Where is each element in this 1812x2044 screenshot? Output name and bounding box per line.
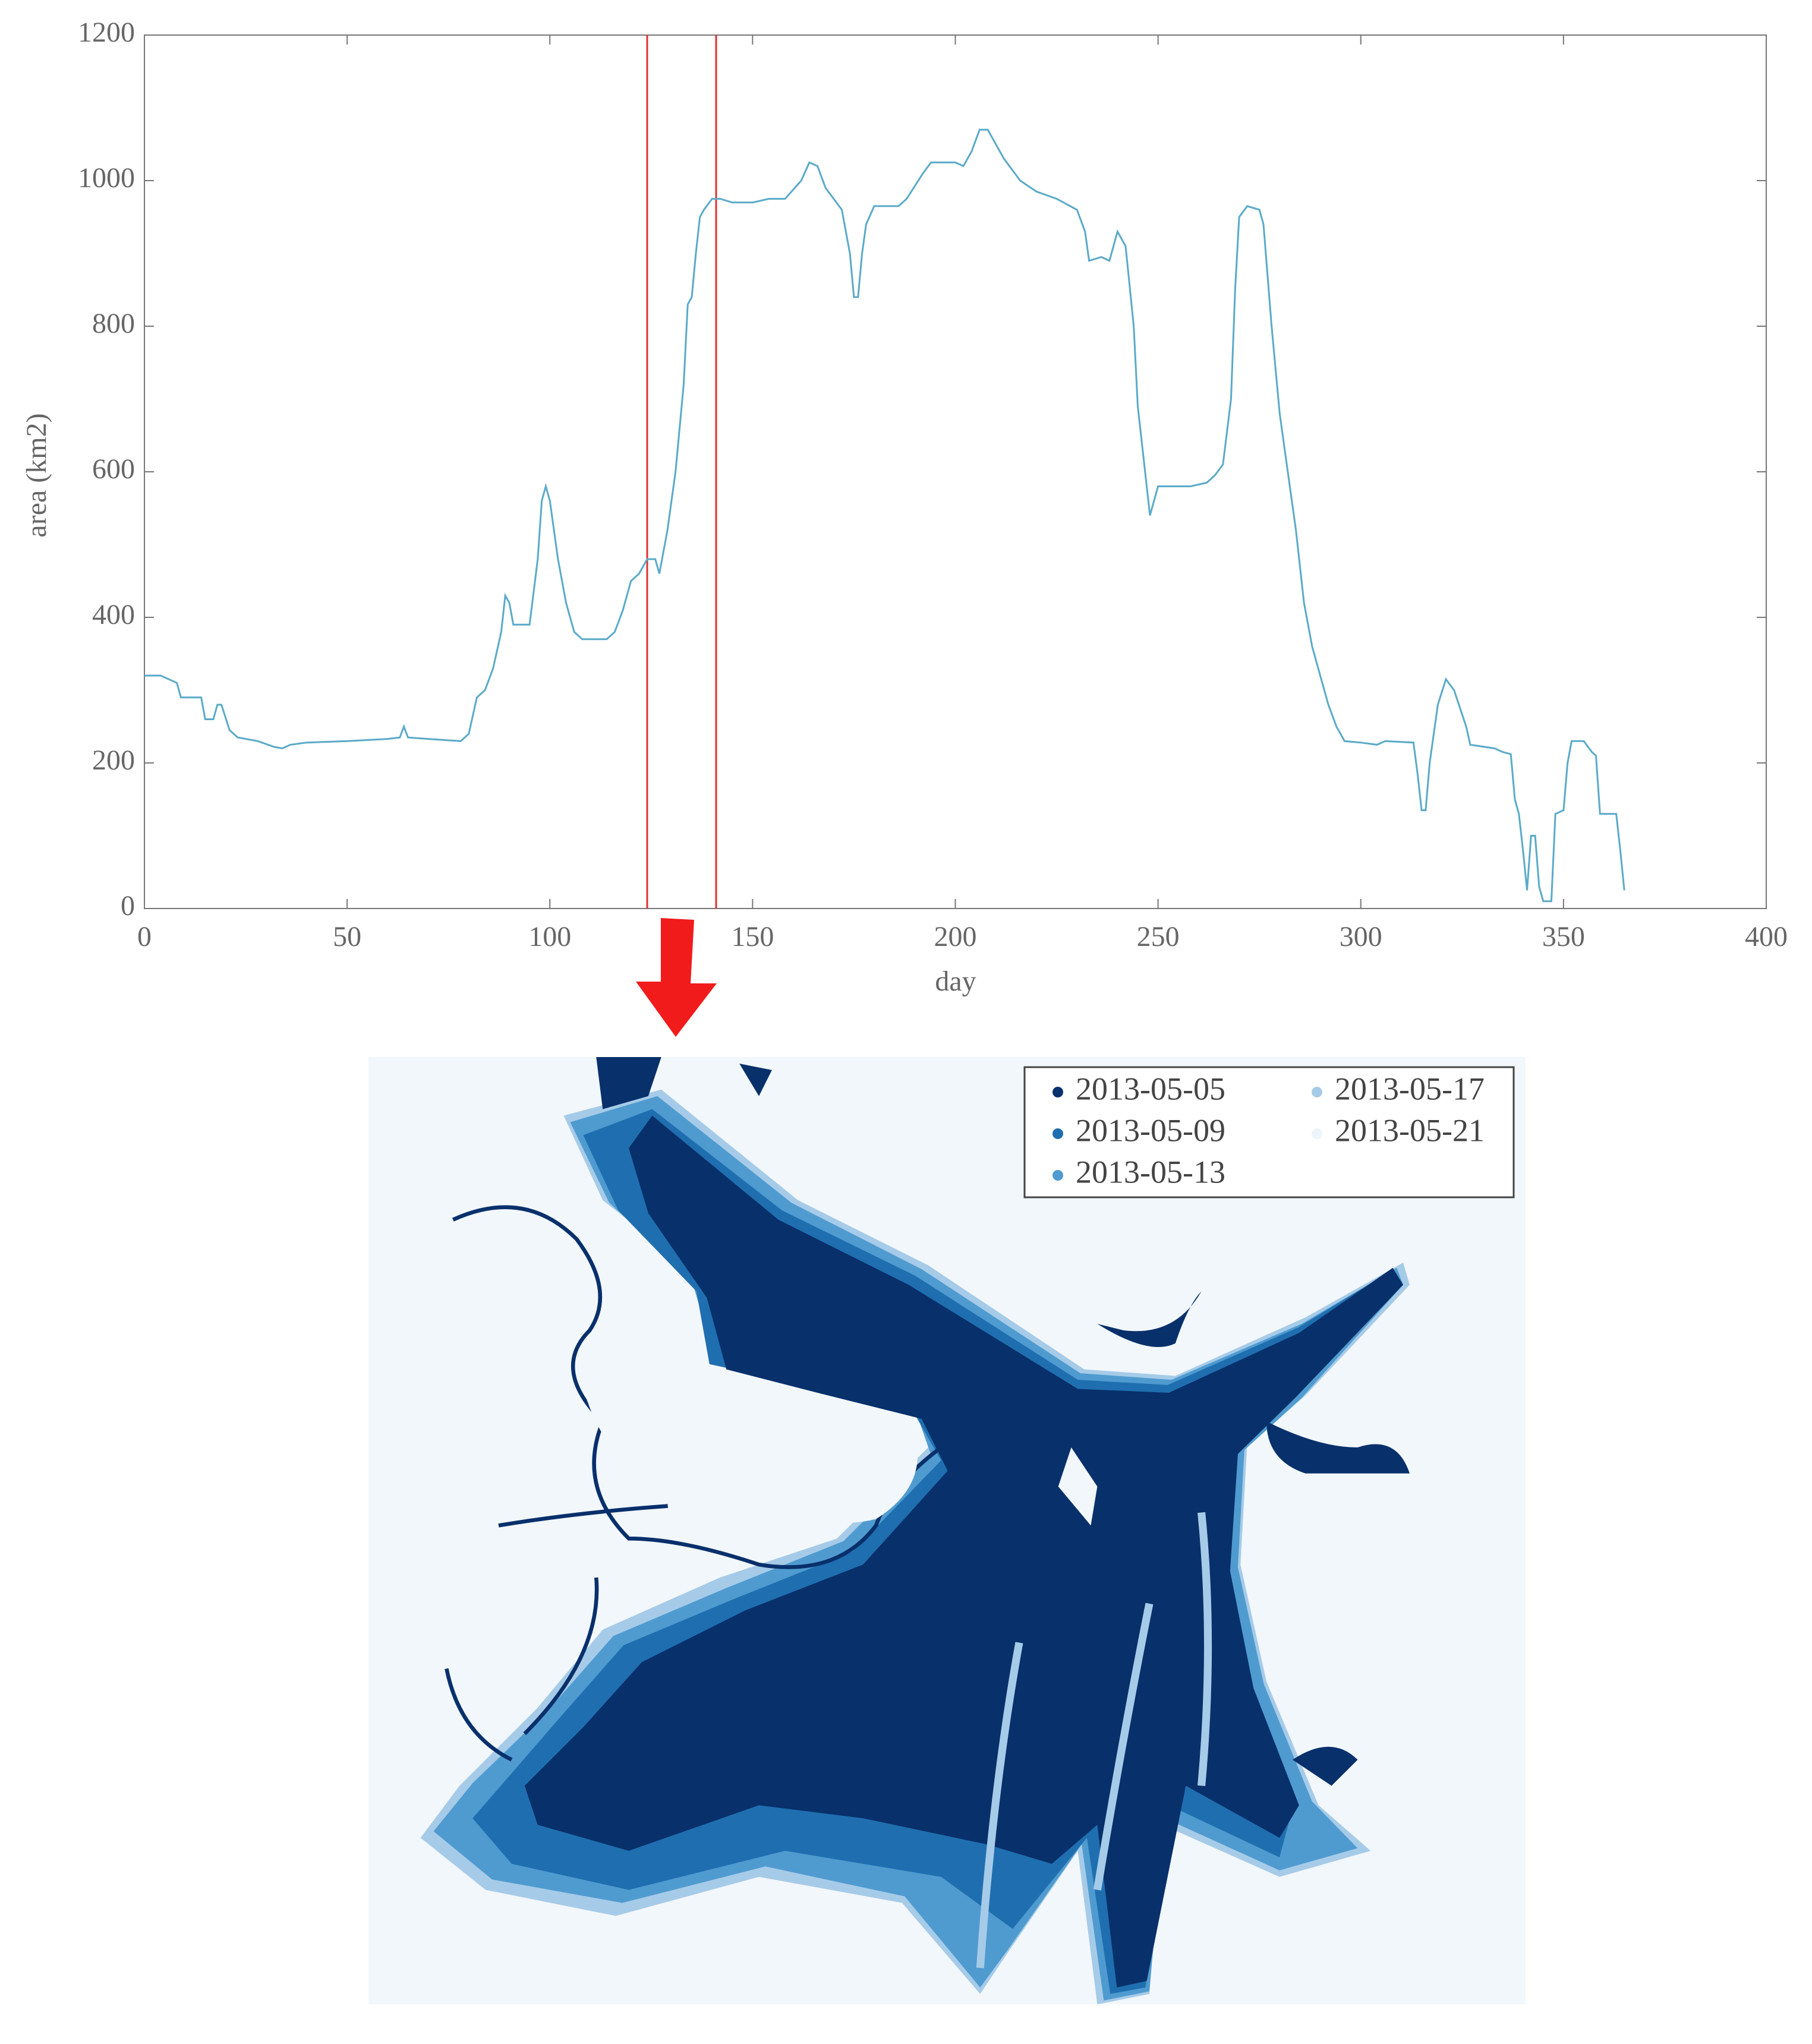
x-tick-label: 50 [333,921,361,952]
arrow [636,918,717,1037]
y-tick-label: 800 [92,308,135,339]
legend-dot [1312,1128,1322,1139]
legend-dot [1312,1087,1322,1097]
x-tick-label: 100 [528,921,571,952]
legend-label: 2013-05-13 [1076,1154,1225,1190]
y-tick-label: 1000 [78,162,135,194]
legend-label: 2013-05-05 [1076,1071,1225,1106]
x-tick-label: 250 [1137,921,1180,952]
y-axis-label: area (km2) [21,413,52,537]
legend-box [1023,1066,1515,1198]
legend-dot [1052,1128,1063,1139]
y-tick-label: 400 [92,599,135,630]
legend-label: 2013-05-17 [1335,1071,1485,1106]
area-line [144,128,1625,903]
y-tick-label: 0 [121,890,135,922]
x-tick-label: 300 [1340,921,1382,952]
x-tick-label: 150 [731,921,774,952]
legend-dot [1052,1087,1063,1097]
x-tick-label: 350 [1542,921,1585,952]
legend-label: 2013-05-09 [1076,1112,1225,1148]
plot-frame [144,34,1767,909]
x-tick-label: 400 [1745,921,1788,952]
legend-dot [1052,1170,1063,1181]
x-axis-label: day [935,966,976,997]
y-tick-label: 600 [92,453,135,485]
y-tick-label: 1200 [78,17,135,48]
x-tick-label: 0 [137,921,152,952]
legend-label: 2013-05-21 [1335,1112,1485,1148]
y-tick-label: 200 [92,745,135,776]
water-map [368,1057,1526,2005]
x-tick-label: 200 [934,921,977,952]
